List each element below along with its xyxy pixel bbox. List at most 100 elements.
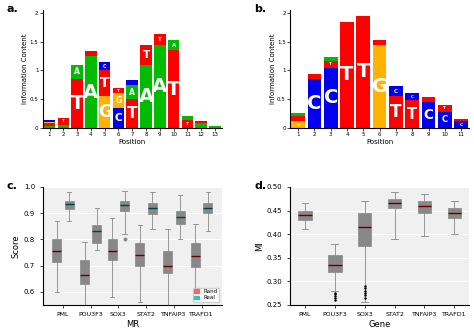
PathPatch shape — [191, 243, 200, 267]
Bar — [324, 68, 337, 128]
PathPatch shape — [52, 239, 61, 262]
Bar — [44, 123, 55, 126]
Text: C: C — [103, 64, 106, 69]
Text: A: A — [83, 82, 99, 102]
Text: C: C — [424, 108, 434, 122]
PathPatch shape — [80, 260, 89, 284]
Bar — [422, 102, 435, 128]
Text: A: A — [152, 77, 167, 96]
Bar — [127, 85, 138, 99]
Bar — [389, 96, 403, 128]
PathPatch shape — [388, 199, 401, 208]
X-axis label: Position: Position — [118, 139, 146, 144]
Text: T: T — [127, 106, 137, 121]
Bar — [324, 61, 337, 68]
Bar — [389, 86, 403, 96]
Bar — [168, 40, 180, 50]
Bar — [405, 93, 419, 100]
Bar — [182, 121, 193, 128]
Bar — [340, 21, 354, 128]
Text: T: T — [71, 94, 84, 113]
PathPatch shape — [418, 201, 431, 213]
Bar — [44, 126, 55, 128]
Text: T: T — [390, 103, 401, 121]
PathPatch shape — [65, 201, 74, 209]
Bar — [140, 45, 152, 65]
Text: c.: c. — [7, 181, 18, 191]
Y-axis label: MI: MI — [255, 241, 264, 251]
Bar — [113, 108, 124, 128]
Bar — [324, 57, 337, 61]
Text: C: C — [442, 116, 448, 124]
Bar — [168, 50, 180, 128]
Bar — [72, 79, 83, 128]
Bar — [57, 118, 69, 125]
Text: T: T — [356, 62, 370, 81]
Text: A: A — [129, 87, 135, 96]
Y-axis label: Score: Score — [12, 234, 21, 258]
Bar — [44, 122, 55, 123]
Text: T: T — [340, 65, 354, 84]
Text: G: G — [372, 77, 388, 96]
Text: C: C — [324, 88, 338, 107]
PathPatch shape — [203, 203, 212, 213]
Bar — [292, 121, 305, 128]
PathPatch shape — [447, 208, 461, 218]
Legend: Rand, Real: Rand, Real — [193, 288, 219, 302]
Bar — [127, 99, 138, 128]
Text: A: A — [172, 43, 176, 48]
Text: T: T — [117, 88, 120, 92]
Y-axis label: Information Content: Information Content — [22, 34, 28, 104]
Bar — [292, 113, 305, 117]
Bar — [373, 45, 386, 128]
Bar — [373, 40, 386, 45]
Bar — [140, 65, 152, 128]
Bar — [195, 123, 207, 128]
Bar — [85, 56, 97, 128]
Text: C: C — [460, 123, 463, 127]
Bar — [154, 34, 165, 45]
Bar — [454, 121, 468, 128]
Text: G: G — [115, 96, 122, 105]
Text: d.: d. — [254, 181, 266, 191]
PathPatch shape — [358, 213, 372, 246]
PathPatch shape — [136, 243, 145, 266]
Text: A: A — [74, 67, 80, 76]
Text: C: C — [307, 94, 322, 113]
X-axis label: MR: MR — [126, 320, 139, 329]
Bar — [356, 16, 370, 128]
Text: G: G — [296, 123, 300, 127]
Text: C: C — [115, 113, 122, 123]
Bar — [209, 126, 221, 128]
Bar — [113, 93, 124, 108]
Y-axis label: Information Content: Information Content — [270, 34, 276, 104]
Bar — [113, 88, 124, 93]
Bar — [454, 119, 468, 121]
Text: T: T — [167, 80, 180, 98]
Bar — [127, 80, 138, 85]
Bar — [438, 112, 452, 128]
Bar — [422, 97, 435, 102]
Text: T: T — [329, 62, 332, 66]
PathPatch shape — [298, 210, 312, 220]
Text: G: G — [98, 103, 111, 121]
Bar — [85, 52, 97, 56]
Text: T: T — [407, 107, 417, 122]
Text: T: T — [158, 37, 162, 42]
Text: C: C — [394, 89, 398, 94]
Bar — [292, 117, 305, 121]
Bar — [154, 45, 165, 128]
Bar — [438, 105, 452, 112]
PathPatch shape — [148, 203, 157, 214]
Text: T: T — [186, 122, 189, 126]
Bar — [72, 65, 83, 79]
Bar — [99, 62, 110, 70]
Text: T: T — [62, 119, 65, 123]
Bar — [182, 116, 193, 121]
PathPatch shape — [92, 225, 101, 243]
Text: C: C — [411, 95, 414, 99]
PathPatch shape — [108, 239, 117, 260]
Bar — [195, 121, 207, 123]
Bar — [99, 70, 110, 96]
Text: A: A — [138, 87, 154, 106]
